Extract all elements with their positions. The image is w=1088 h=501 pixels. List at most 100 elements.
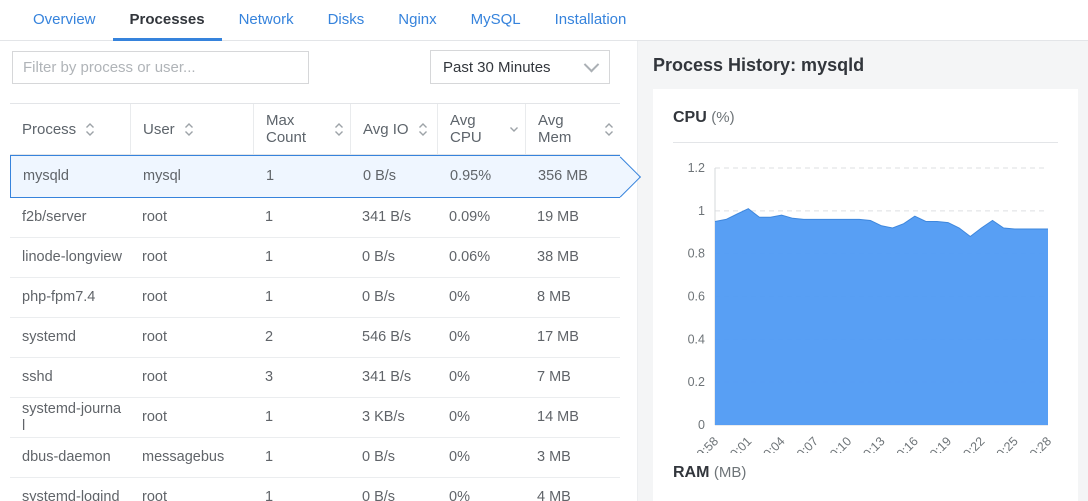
tab-mysql[interactable]: MySQL: [470, 11, 521, 28]
cell-avg-cpu: 0%: [449, 329, 470, 345]
tab-network[interactable]: Network: [238, 11, 294, 28]
cell-user: mysql: [143, 168, 181, 184]
cell-avg-io: 546 B/s: [362, 329, 412, 345]
tab-processes[interactable]: Processes: [112, 0, 222, 41]
table-row-linode-longview[interactable]: linode-longview root 1 0 B/s 0.06% 38 MB: [10, 238, 620, 278]
cell-avg-io: 341 B/s: [362, 209, 412, 225]
table-row-dbus-daemon[interactable]: dbus-daemon messagebus 1 0 B/s 0% 3 MB: [10, 438, 620, 478]
svg-text:10:10: 10:10: [822, 434, 854, 453]
cell-process: sshd: [22, 369, 53, 385]
table-row-sshd[interactable]: sshd root 3 341 B/s 0% 7 MB: [10, 358, 620, 398]
panel-title: Process History: mysqld: [653, 55, 865, 75]
tab-disks[interactable]: Disks: [327, 11, 365, 28]
cell-avg-mem: 4 MB: [537, 489, 571, 501]
cell-user: root: [142, 329, 167, 345]
cell-process: mysqld: [23, 168, 69, 184]
cell-process: systemd-logind: [22, 489, 120, 501]
sort-icon: [85, 122, 95, 137]
process-filter-input[interactable]: [12, 51, 309, 84]
cell-avg-mem: 356 MB: [538, 168, 588, 184]
column-header-process[interactable]: Process: [10, 104, 130, 154]
cell-user: root: [142, 289, 167, 305]
tab-nginx[interactable]: Nginx: [398, 11, 437, 28]
column-header-avg-io[interactable]: Avg IO: [350, 104, 437, 154]
cell-avg-mem: 8 MB: [537, 289, 571, 305]
cell-max-count: 1: [265, 449, 274, 465]
svg-text:10:25: 10:25: [989, 434, 1021, 453]
tab-installation[interactable]: Installation: [554, 11, 627, 28]
ram-chart-title: RAM (MB): [673, 464, 747, 481]
sort-desc-icon: [509, 126, 519, 133]
svg-text:10:22: 10:22: [956, 434, 988, 453]
sort-icon: [184, 122, 194, 137]
cell-avg-io: 0 B/s: [363, 168, 397, 184]
cell-process: dbus-daemon: [22, 449, 111, 465]
column-header-avg-mem[interactable]: Avg Mem: [525, 104, 620, 154]
cell-avg-io: 0 B/s: [362, 489, 396, 501]
cell-process: php-fpm7.4: [22, 289, 96, 305]
table-row-systemd[interactable]: systemd root 2 546 B/s 0% 17 MB: [10, 318, 620, 358]
cell-avg-mem: 17 MB: [537, 329, 579, 345]
cell-avg-cpu: 0.09%: [449, 209, 491, 225]
cell-user: root: [142, 489, 167, 501]
cell-max-count: 1: [265, 489, 274, 501]
table-header-row: Process User Max Cou: [10, 103, 620, 155]
cell-avg-cpu: 0%: [449, 449, 470, 465]
cell-user: root: [142, 249, 167, 265]
svg-text:1: 1: [698, 204, 705, 218]
cpu-area-chart: 00.20.40.60.811.209:58 10:01 10:04 10:07 10:…: [688, 161, 1055, 466]
svg-text:0.2: 0.2: [688, 375, 705, 389]
time-range-value: Past 30 Minutes: [443, 58, 551, 76]
table-row-systemd-journal[interactable]: systemd-journal root 1 3 KB/s 0% 14 MB: [10, 398, 620, 438]
column-header-user[interactable]: User: [130, 104, 253, 154]
cell-avg-cpu: 0.95%: [450, 168, 492, 184]
table-row-systemd-logind[interactable]: systemd-logind root 1 0 B/s 0% 4 MB: [10, 478, 620, 501]
cell-process: linode-longview: [22, 249, 122, 265]
table-controls: Past 30 Minutes: [0, 41, 637, 103]
tab-bar: Overview Processes Network Disks Nginx M…: [0, 0, 1088, 41]
cell-user: root: [142, 409, 167, 425]
cell-avg-mem: 14 MB: [537, 409, 579, 425]
cell-avg-io: 3 KB/s: [362, 409, 405, 425]
svg-text:10:28: 10:28: [1022, 434, 1054, 453]
process-table: Process User Max Cou: [10, 103, 642, 501]
sort-icon: [604, 122, 614, 137]
column-header-max-count[interactable]: Max Count: [253, 104, 350, 154]
cell-avg-cpu: 0%: [449, 369, 470, 385]
cell-max-count: 1: [265, 249, 274, 265]
svg-text:10:01: 10:01: [722, 434, 754, 453]
svg-text:10:19: 10:19: [922, 434, 954, 453]
cell-avg-io: 0 B/s: [362, 289, 396, 305]
svg-text:0.4: 0.4: [688, 332, 705, 346]
cell-avg-cpu: 0%: [449, 489, 470, 501]
time-range-select[interactable]: Past 30 Minutes: [430, 50, 610, 84]
cell-avg-cpu: 0%: [449, 409, 470, 425]
sort-icon: [334, 122, 344, 137]
process-history-panel: Process History: mysqld CPU (%) 0 0.2 0.4 0…: [637, 41, 1088, 501]
cell-avg-io: 0 B/s: [362, 249, 396, 265]
cell-user: messagebus: [142, 449, 225, 465]
divider: [673, 142, 1058, 143]
cell-max-count: 1: [266, 168, 275, 184]
cell-process: systemd-journal: [22, 400, 122, 434]
table-row-php-fpm[interactable]: php-fpm7.4 root 1 0 B/s 0% 8 MB: [10, 278, 620, 318]
table-row-f2b-server[interactable]: f2b/server root 1 341 B/s 0.09% 19 MB: [10, 198, 620, 238]
svg-text:10:07: 10:07: [789, 434, 821, 453]
cell-max-count: 1: [265, 409, 274, 425]
cell-max-count: 3: [265, 369, 274, 385]
process-list-section: Past 30 Minutes Process User: [0, 41, 642, 501]
process-history-card: CPU (%) 0 0.2 0.4 0.6 0.8 1 1.2 09:58 10:01 10:04…: [653, 89, 1078, 501]
svg-text:10:13: 10:13: [856, 434, 888, 453]
cell-avg-mem: 7 MB: [537, 369, 571, 385]
cell-avg-mem: 38 MB: [537, 249, 579, 265]
cell-user: root: [142, 209, 167, 225]
cell-max-count: 1: [265, 289, 274, 305]
cpu-chart-title: CPU (%): [673, 109, 735, 126]
column-header-avg-cpu[interactable]: Avg CPU: [437, 104, 525, 154]
table-row-mysqld[interactable]: mysqld mysql 1 0 B/s 0.95% 356 MB: [10, 155, 642, 198]
tab-overview[interactable]: Overview: [33, 11, 96, 28]
svg-text:1.2: 1.2: [688, 161, 705, 175]
cell-user: root: [142, 369, 167, 385]
cell-avg-cpu: 0%: [449, 289, 470, 305]
